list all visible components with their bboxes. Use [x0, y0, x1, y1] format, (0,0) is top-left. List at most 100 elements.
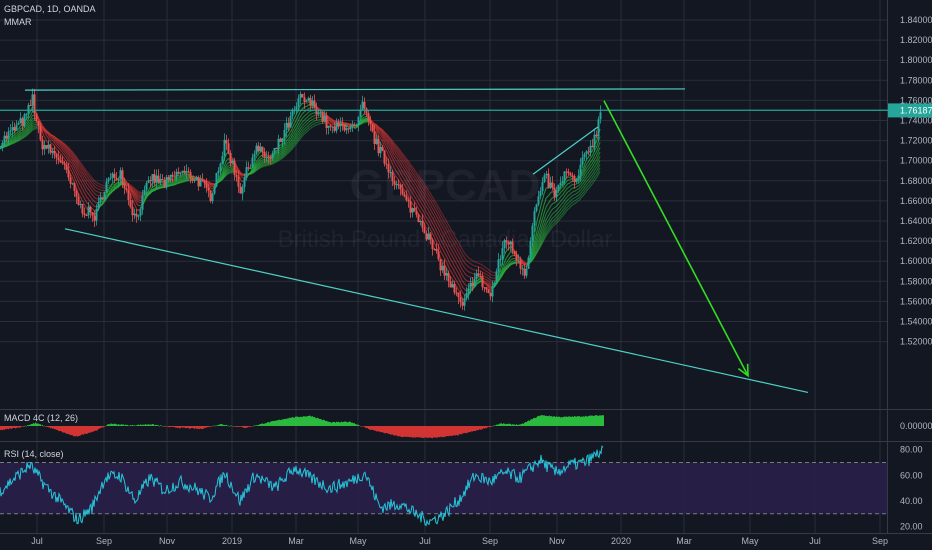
macd-bar — [297, 416, 298, 426]
macd-bar — [305, 416, 306, 426]
macd-bar — [448, 426, 449, 437]
ribbon-line-52 — [495, 262, 517, 279]
macd-bar — [591, 415, 592, 426]
candle-body — [339, 124, 342, 127]
macd-bar — [478, 426, 479, 431]
candle-body — [393, 181, 396, 185]
candle-body — [503, 240, 506, 249]
macd-bar — [589, 415, 590, 426]
ribbon-line-52 — [368, 120, 497, 279]
ribbon-line-22 — [526, 180, 574, 264]
macd-bar — [475, 426, 476, 432]
macd-bar — [343, 421, 344, 426]
candle-body — [357, 116, 360, 125]
macd-bar — [12, 426, 13, 429]
macd-bar — [552, 416, 553, 426]
ribbon-line-46 — [494, 262, 518, 282]
macd-bar — [178, 426, 179, 428]
candle-body — [523, 268, 526, 276]
time-tick-label: Nov — [549, 536, 566, 546]
macd-bar — [409, 426, 410, 438]
ribbon-line-28 — [367, 118, 471, 287]
macd-bar — [149, 424, 150, 426]
macd-bar — [182, 426, 183, 428]
macd-bar — [358, 424, 359, 426]
macd-bar — [439, 426, 440, 438]
candle-body — [183, 170, 186, 173]
candle-body — [507, 242, 510, 245]
macd-bar — [37, 423, 38, 426]
macd-bar — [155, 424, 156, 426]
macd-bar — [349, 421, 350, 426]
macd-bar — [337, 422, 338, 426]
candle-body — [565, 171, 568, 173]
macd-bar — [122, 424, 123, 426]
candle-body — [297, 98, 300, 107]
candle-body — [221, 155, 224, 164]
candle-body — [513, 250, 516, 255]
candle-body — [435, 248, 438, 252]
macd-bar — [191, 426, 192, 429]
candle-body — [135, 213, 138, 217]
macd-bar — [373, 426, 374, 431]
macd-bar — [27, 425, 28, 426]
macd-bar — [321, 419, 322, 426]
macd-bar — [496, 424, 497, 426]
ribbon-line-52 — [214, 169, 235, 185]
candle-body — [319, 112, 322, 114]
candle-body — [369, 120, 372, 125]
macd-bar — [455, 426, 456, 436]
macd-bar — [91, 426, 92, 433]
candle-body — [75, 190, 78, 197]
candle-body — [133, 213, 136, 216]
candle-body — [253, 154, 256, 158]
candle-body — [349, 126, 352, 130]
macd-bar — [139, 425, 140, 426]
candle-body — [21, 118, 24, 126]
ribbon-line-22 — [34, 114, 98, 208]
macd-bar — [325, 420, 326, 426]
candle-body — [145, 183, 148, 190]
macd-bar — [468, 426, 469, 433]
macd-bar — [383, 426, 384, 433]
candle-body — [341, 124, 344, 126]
candle-body — [599, 112, 602, 120]
macd-bar — [413, 426, 414, 438]
candle-body — [199, 179, 202, 187]
macd-bar — [23, 426, 24, 427]
macd-bar — [447, 426, 448, 437]
macd-bar — [378, 426, 379, 432]
macd-bar — [296, 416, 297, 426]
macd-bar — [575, 416, 576, 426]
macd-bar — [277, 420, 278, 426]
candle-body — [317, 112, 320, 115]
macd-bar — [279, 419, 280, 426]
macd-bar — [257, 425, 258, 426]
macd-bar — [264, 423, 265, 426]
macd-bar — [99, 426, 100, 429]
macd-bar — [596, 415, 597, 426]
macd-bar — [249, 426, 250, 428]
macd-bar — [104, 426, 105, 427]
macd-bar — [600, 415, 601, 426]
macd-bar — [1, 426, 2, 430]
macd-bar — [45, 426, 46, 427]
price-tick-label: 1.80000 — [900, 55, 932, 65]
candle-body — [257, 145, 260, 152]
macd-bar — [449, 426, 450, 436]
candle-body — [571, 175, 574, 177]
macd-bar — [235, 426, 236, 427]
candle-body — [287, 122, 290, 128]
macd-bar — [322, 420, 323, 426]
macd-bar — [80, 426, 81, 436]
candle-body — [483, 287, 486, 289]
macd-bar — [523, 423, 524, 426]
ribbon-line-16 — [575, 136, 601, 181]
candle-body — [291, 110, 294, 117]
ribbon-line-64 — [214, 171, 235, 185]
candle-body — [43, 145, 46, 150]
macd-bar — [360, 426, 361, 427]
macd-bar — [567, 416, 568, 426]
